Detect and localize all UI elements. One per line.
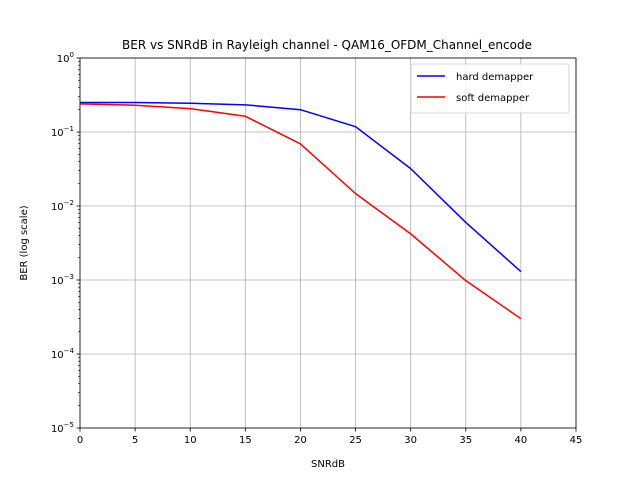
y-tick-label: 10−1 <box>51 125 74 139</box>
y-axis-label: BER (log scale) <box>19 205 30 280</box>
y-tick-base: 10 <box>51 128 64 139</box>
x-tick-label: 30 <box>404 435 417 446</box>
legend: hard demapper soft demapper <box>410 63 570 114</box>
x-tick-label: 25 <box>349 435 362 446</box>
y-tick-label: 100 <box>57 51 74 65</box>
x-tick-label: 20 <box>294 435 307 446</box>
plot-frame <box>79 57 577 429</box>
y-tick-exponent: 0 <box>70 51 74 59</box>
legend-label: soft demapper <box>456 93 530 104</box>
x-tick-label: 45 <box>570 435 583 446</box>
y-tick-base: 10 <box>57 54 70 65</box>
x-tick-label: 5 <box>132 435 138 446</box>
y-tick-base: 10 <box>51 424 64 435</box>
y-tick-base: 10 <box>51 350 64 361</box>
series-line-hard-demapper <box>80 101 522 273</box>
legend-label: hard demapper <box>456 72 534 83</box>
series-lines <box>79 101 522 320</box>
x-tick-label: 15 <box>239 435 252 446</box>
y-tick-base: 10 <box>51 202 64 213</box>
x-tick-label: 10 <box>184 435 197 446</box>
chart-title: BER vs SNRdB in Rayleigh channel - QAM16… <box>122 38 532 52</box>
y-tick-exponent: −4 <box>64 347 75 355</box>
y-tick-label: 10−3 <box>51 273 74 287</box>
y-tick-base: 10 <box>51 276 64 287</box>
y-tick-exponent: −5 <box>64 421 74 429</box>
series-line-soft-demapper <box>79 103 522 320</box>
y-tick-exponent: −1 <box>64 125 74 133</box>
y-tick-exponent: −3 <box>64 273 74 281</box>
x-axis-label: SNRdB <box>311 459 345 470</box>
y-tick-exponent: −2 <box>64 199 74 207</box>
x-tick-label: 40 <box>515 435 528 446</box>
grid-lines <box>79 57 577 429</box>
x-tick-label: 0 <box>77 435 83 446</box>
legend-box <box>410 63 570 114</box>
y-tick-label: 10−4 <box>51 347 75 361</box>
x-axis: 0 5 10 15 20 25 30 35 40 45 <box>77 428 583 446</box>
y-tick-label: 10−2 <box>51 199 74 213</box>
y-tick-label: 10−5 <box>51 421 74 435</box>
x-tick-label: 35 <box>459 435 472 446</box>
